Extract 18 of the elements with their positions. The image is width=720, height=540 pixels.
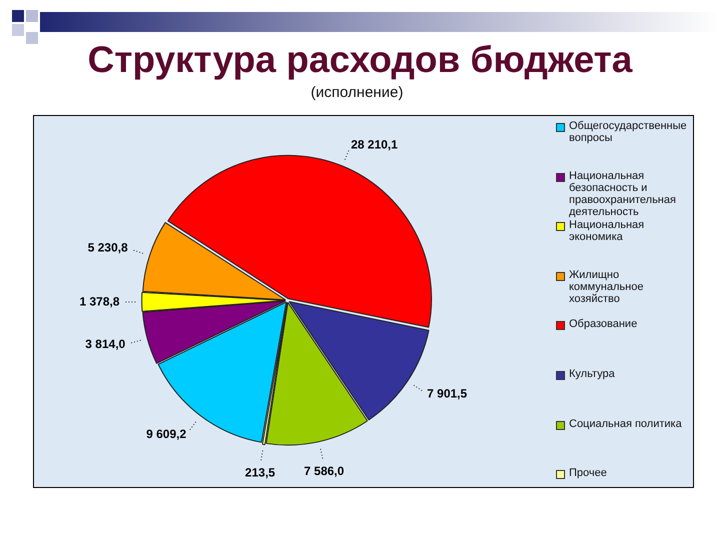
data-label: 5 230,8 bbox=[88, 240, 128, 255]
data-label: 1 378,8 bbox=[79, 294, 120, 308]
legend-label: Жилищно коммунальное хозяйство bbox=[569, 268, 644, 305]
data-label: 213,5 bbox=[245, 466, 276, 480]
data-label: 28 210,1 bbox=[350, 137, 398, 152]
data-label: 7 586,0 bbox=[304, 464, 344, 478]
legend-label: Национальная экономика bbox=[569, 219, 646, 244]
data-label: 7 901,5 bbox=[427, 386, 468, 400]
legend-label: Образование bbox=[569, 318, 638, 330]
legend-label: Прочее bbox=[569, 467, 607, 480]
legend-label: Общегосударственные вопросы bbox=[569, 120, 688, 144]
chart-title: Структура расходов бюджета bbox=[86, 38, 634, 82]
legend-label: Национальная безопасность и правоохранительная деятельность bbox=[569, 170, 677, 218]
data-label: 9 609,2 bbox=[146, 426, 187, 441]
chart-subtitle: (исполнение) bbox=[310, 84, 404, 102]
legend-label: Социальная политика bbox=[569, 418, 682, 430]
legend-label: Культура bbox=[569, 368, 615, 380]
data-label: 3 814,0 bbox=[85, 336, 126, 351]
